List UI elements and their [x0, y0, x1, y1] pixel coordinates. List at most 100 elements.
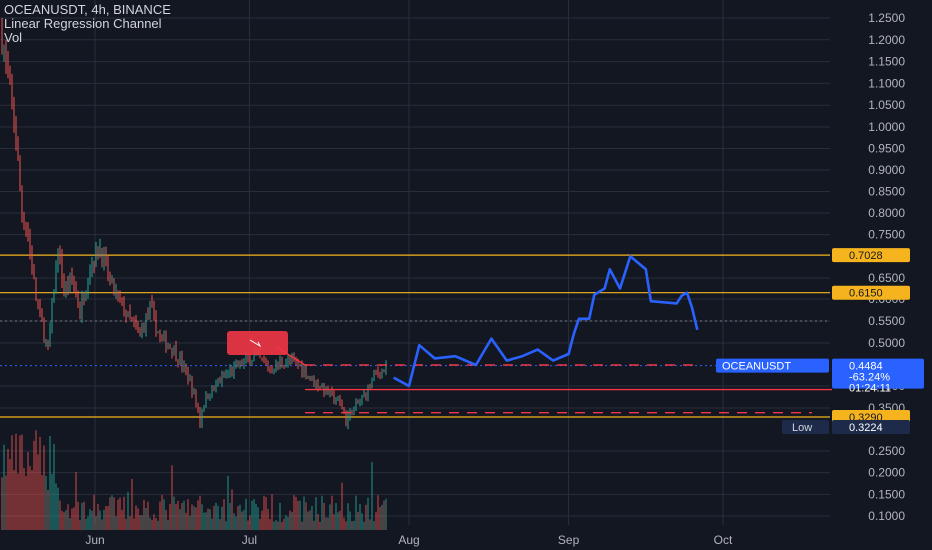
volume-bar — [117, 499, 119, 530]
legend-symbol-row[interactable]: OCEANUSDT, 4h, BINANCE — [4, 3, 171, 17]
volume-bar — [219, 519, 221, 530]
volume-bar — [375, 512, 377, 530]
volume-bar — [229, 502, 231, 530]
level-tag: 0.6150 — [849, 288, 883, 300]
volume-bar — [261, 510, 263, 530]
horizontal-levels[interactable] — [0, 254, 830, 418]
volume-bar — [231, 489, 233, 530]
chart-legend: OCEANUSDT, 4h, BINANCE Linear Regression… — [4, 3, 171, 45]
volume-bar — [173, 496, 175, 530]
volume-bar — [325, 517, 327, 530]
volume-bar — [335, 503, 337, 530]
legend-volume[interactable]: Vol — [4, 30, 23, 45]
volume-bar — [107, 506, 109, 530]
volume-bar — [21, 434, 23, 530]
legend-indicator[interactable]: Linear Regression Channel — [4, 16, 162, 31]
x-tick-label: Sep — [558, 533, 580, 547]
symbol-tag-bg — [716, 358, 829, 373]
legend-indicator-row[interactable]: Linear Regression Channel — [4, 17, 171, 31]
volume-bar — [345, 521, 347, 530]
volume-bar — [275, 520, 277, 530]
volume-bar — [297, 501, 299, 530]
volume-bar — [171, 465, 173, 530]
volume-bar — [105, 505, 107, 530]
volume-bar — [159, 501, 161, 530]
volume-bar — [259, 518, 261, 530]
volume-bar — [243, 509, 245, 530]
volume-bar — [257, 507, 259, 530]
y-tick-label: 1.2000 — [868, 33, 905, 47]
volume-bar — [269, 519, 271, 530]
y-tick-label: 1.2500 — [868, 11, 905, 25]
volume-bar — [61, 510, 63, 530]
volume-bar — [355, 495, 357, 530]
volume-bar — [49, 435, 51, 530]
volume-bar — [331, 495, 333, 530]
volume-bar — [177, 500, 179, 530]
x-tick-label: Aug — [398, 533, 419, 547]
volume-bar — [209, 509, 211, 530]
volume-bar — [85, 518, 87, 530]
volume-bar — [183, 500, 185, 530]
volume-bar — [295, 496, 297, 530]
volume-bar — [29, 466, 31, 530]
volume-bar — [285, 515, 287, 530]
price-axis[interactable]: 1.2500 1.2000 1.1500 1.1000 1.0500 1.0000 0.95… — [868, 11, 905, 523]
volume-bar — [185, 512, 187, 530]
level-tag-bg — [832, 248, 910, 263]
volume-bar — [73, 507, 75, 530]
volume-bar — [87, 516, 89, 530]
volume-bar — [379, 506, 381, 530]
volume-bar — [111, 495, 113, 530]
volume-bar — [271, 494, 273, 530]
volume-bar — [83, 501, 85, 530]
volume-bar — [39, 436, 41, 530]
volume-bar — [227, 475, 229, 530]
volume-bar — [63, 512, 65, 530]
time-axis[interactable]: Jun Jul Aug Sep Oct — [85, 533, 733, 547]
y-tick-label: 1.1500 — [868, 55, 905, 69]
volume-bar — [199, 495, 201, 530]
volume-bar — [267, 509, 269, 530]
y-tick-label: 1.1000 — [868, 76, 905, 90]
y-tick-label: 0.7500 — [868, 228, 905, 242]
volume-bar — [223, 499, 225, 530]
volume-bar — [9, 459, 11, 530]
volume-bar — [289, 510, 291, 530]
volume-bar — [319, 521, 321, 530]
volume-bar — [179, 509, 181, 530]
volume-bar — [145, 507, 147, 530]
volume-bar — [329, 504, 331, 530]
volume-bar — [315, 497, 317, 530]
volume-bar — [115, 516, 117, 530]
y-tick-label: 0.9000 — [868, 163, 905, 177]
volume-bar — [175, 504, 177, 530]
volume-bar — [57, 487, 59, 530]
volume-bar — [237, 506, 239, 530]
volume-bar — [79, 519, 81, 530]
volume-bar — [19, 435, 21, 530]
volume-bar — [59, 500, 61, 530]
volume-bar — [93, 494, 95, 530]
volume-bar — [141, 515, 143, 530]
regression-channel[interactable] — [227, 331, 832, 414]
volume-bar — [203, 512, 205, 530]
volume-bar — [363, 521, 365, 530]
low-label-bg — [782, 420, 829, 434]
volume-bar — [205, 512, 207, 530]
legend-volume-row[interactable]: Vol — [4, 31, 171, 45]
volume-bar — [251, 500, 253, 530]
level-tag-bg — [832, 285, 910, 300]
volume-bar — [277, 521, 279, 530]
projection-path[interactable] — [392, 254, 699, 388]
legend-symbol[interactable]: OCEANUSDT, 4h, BINANCE — [4, 2, 171, 17]
volume-bar — [127, 491, 129, 530]
volume-bar — [265, 497, 267, 530]
y-tick-label: 1.0000 — [868, 120, 905, 134]
volume-bar — [27, 451, 29, 530]
volume-bar — [77, 501, 79, 530]
y-tick-label: 0.5000 — [868, 336, 905, 350]
volume-bar — [31, 470, 33, 530]
volume-bar — [125, 518, 127, 530]
